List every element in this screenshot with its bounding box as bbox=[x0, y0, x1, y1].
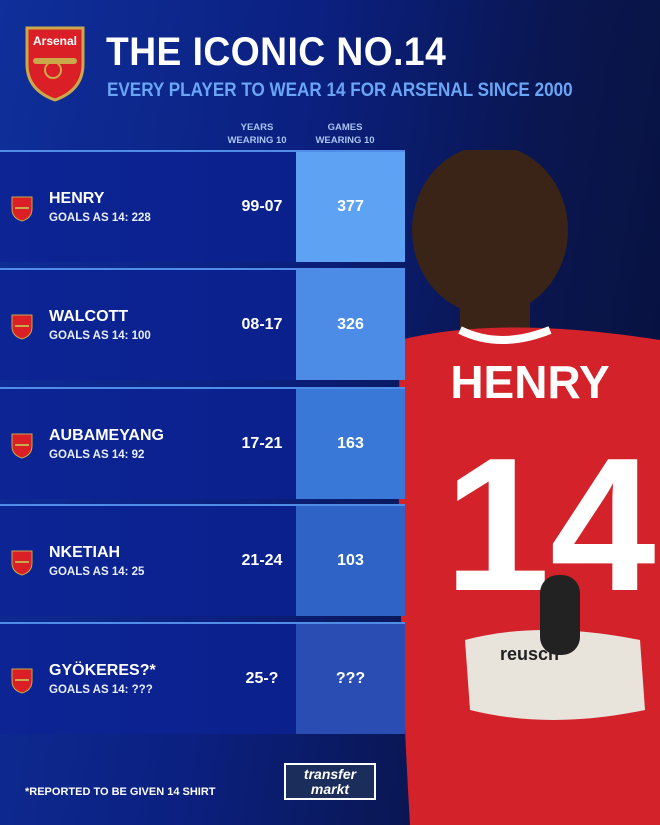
player-name: NKETIAH bbox=[49, 544, 121, 561]
arsenal-badge-icon bbox=[11, 550, 33, 576]
player-name: WALCOTT bbox=[49, 308, 129, 325]
shirt-name: HENRY bbox=[450, 356, 609, 408]
player-goals: GOALS AS 14: 25 bbox=[49, 566, 145, 578]
player-games: 103 bbox=[296, 506, 405, 616]
column-header-games: GAMES WEARING 10 bbox=[315, 122, 375, 146]
player-row: HENRY GOALS AS 14: 228 99-07 377 bbox=[0, 150, 405, 262]
arsenal-badge-icon bbox=[11, 196, 33, 222]
player-name: AUBAMEYANG bbox=[49, 427, 164, 444]
page-subtitle: EVERY PLAYER TO WEAR 14 FOR ARSENAL SINC… bbox=[107, 80, 573, 101]
glove-brand: reusch bbox=[500, 644, 559, 664]
svg-text:Arsenal: Arsenal bbox=[33, 34, 77, 48]
page-title: THE ICONIC NO.14 bbox=[106, 30, 447, 74]
player-years: 25-? bbox=[245, 670, 279, 687]
player-years: 21-24 bbox=[241, 552, 283, 569]
arsenal-crest-logo: Arsenal bbox=[23, 24, 87, 102]
player-goals: GOALS AS 14: 228 bbox=[49, 212, 151, 224]
transfermarkt-logo: transfer markt bbox=[284, 763, 376, 800]
arsenal-badge-icon bbox=[11, 433, 33, 459]
column-header-years: YEARS WEARING 10 bbox=[227, 122, 287, 146]
arsenal-badge-icon bbox=[11, 668, 33, 694]
player-games: 163 bbox=[296, 389, 405, 499]
arsenal-badge-icon bbox=[11, 314, 33, 340]
player-row: WALCOTT GOALS AS 14: 100 08-17 326 bbox=[0, 268, 405, 380]
player-years: 17-21 bbox=[241, 435, 283, 452]
player-games: ??? bbox=[296, 624, 405, 734]
player-goals: GOALS AS 14: 92 bbox=[49, 449, 145, 461]
footnote: *REPORTED TO BE GIVEN 14 SHIRT bbox=[25, 786, 216, 798]
head-shape bbox=[412, 145, 568, 315]
player-row: GYÖKERES?* GOALS AS 14: ??? 25-? ??? bbox=[0, 622, 405, 734]
player-row: AUBAMEYANG GOALS AS 14: 92 17-21 163 bbox=[0, 387, 405, 499]
player-years: 08-17 bbox=[241, 316, 283, 333]
player-goals: GOALS AS 14: 100 bbox=[49, 330, 151, 342]
player-name: HENRY bbox=[49, 190, 105, 207]
player-games: 326 bbox=[296, 270, 405, 380]
player-name: GYÖKERES?* bbox=[49, 662, 156, 679]
player-row: NKETIAH GOALS AS 14: 25 21-24 103 bbox=[0, 504, 405, 616]
henry-photo: HENRY 14 reusch bbox=[340, 145, 660, 825]
player-goals: GOALS AS 14: ??? bbox=[49, 684, 153, 696]
player-years: 99-07 bbox=[241, 198, 283, 215]
player-games: 377 bbox=[296, 152, 405, 262]
